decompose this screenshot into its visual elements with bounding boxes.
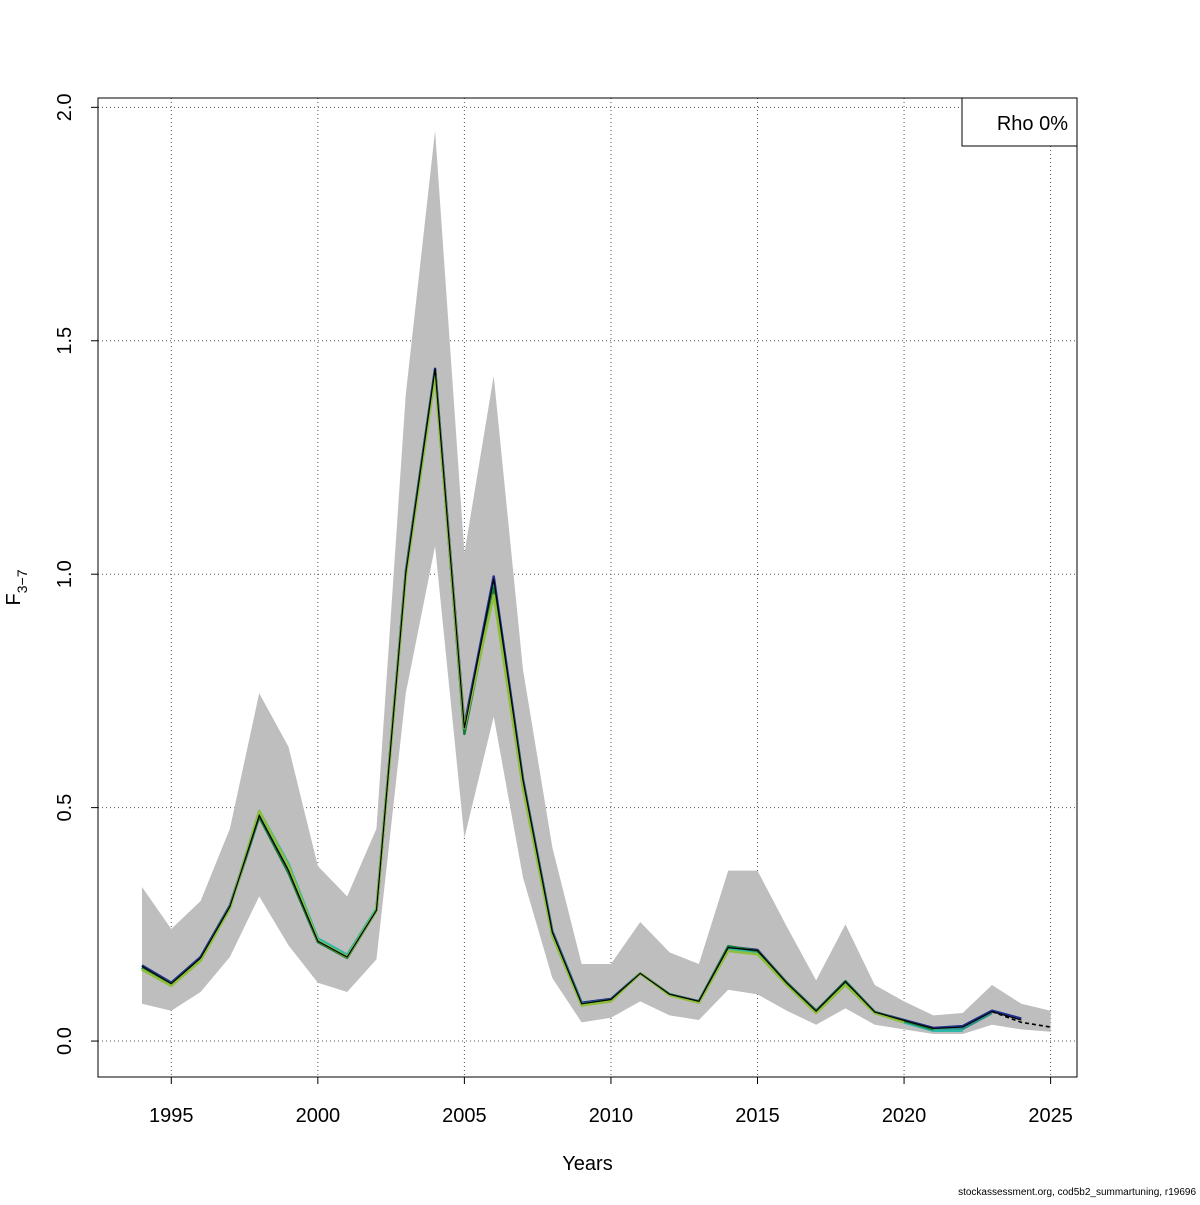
retro-series-line — [141, 367, 1022, 1030]
legend: Rho 0% — [961, 97, 1078, 147]
y-axis-title-subscript: 3−7 — [14, 569, 30, 593]
legend-box — [961, 97, 1078, 147]
retro-series-line — [141, 374, 905, 1024]
x-tick-label: 2010 — [589, 1105, 634, 1127]
y-tick-label: 1.0 — [54, 560, 76, 588]
x-tick-label: 2015 — [735, 1105, 780, 1127]
legend-text: Rho 0% — [997, 113, 1068, 135]
x-axis-title: Years — [562, 1153, 612, 1175]
confidence-band-area — [141, 130, 1051, 1035]
footer-credit: stockassessment.org, cod5b2_summartuning… — [958, 1187, 1196, 1198]
forecast-line — [991, 1010, 1051, 1028]
y-axis-title: F3−7 — [3, 569, 30, 605]
y-tick-label: 0.5 — [54, 794, 76, 822]
y-axis-title-main: F — [3, 593, 25, 605]
x-tick-label: 2020 — [882, 1105, 927, 1127]
grid — [98, 98, 1077, 1077]
axes: 1995 2000 2005 2010 2015 2020 2025 0.0 0.5 1.0 1.5… — [3, 93, 1078, 1175]
x-tick-label: 2000 — [296, 1105, 341, 1127]
x-tick-label: 1995 — [149, 1105, 194, 1127]
y-tick-label: 2.0 — [54, 93, 76, 121]
x-tick-label: 2005 — [442, 1105, 487, 1127]
plot-frame — [97, 97, 1078, 1078]
estimate-line — [141, 368, 1022, 1030]
x-tick-label: 2025 — [1028, 1105, 1073, 1127]
confidence-band — [141, 130, 1051, 1035]
y-tick-label: 1.5 — [54, 327, 76, 355]
series-lines — [141, 367, 1051, 1033]
y-tick-label: 0.0 — [54, 1027, 76, 1055]
